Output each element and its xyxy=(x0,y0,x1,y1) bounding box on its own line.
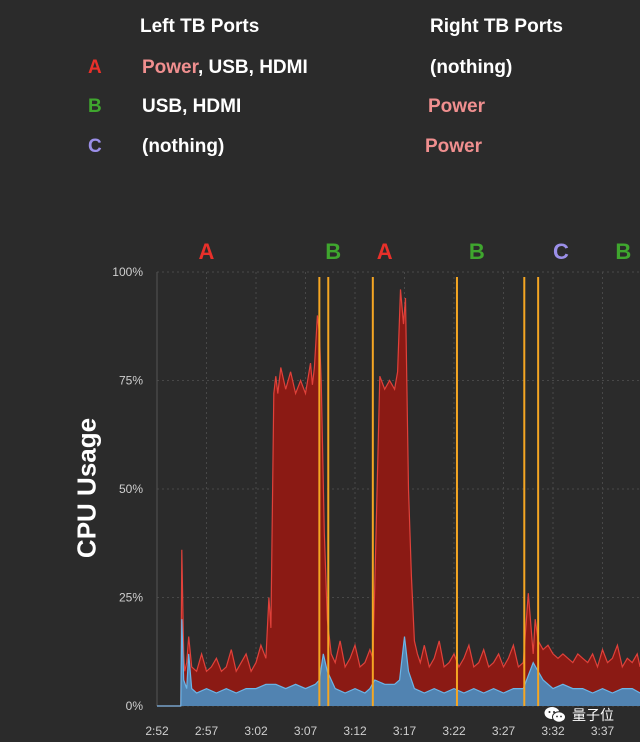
series-area-base xyxy=(157,619,640,706)
x-tick-label: 3:17 xyxy=(393,724,417,738)
y-tick-label: 75% xyxy=(119,374,143,388)
ports-row-c: C (nothing) Power xyxy=(0,136,640,164)
x-tick-label: 3:07 xyxy=(294,724,318,738)
y-tick-label: 50% xyxy=(119,482,143,496)
y-tick-label: 0% xyxy=(126,699,144,713)
wechat-icon xyxy=(544,707,566,723)
watermark: 量子位 xyxy=(544,703,614,727)
power-label: Power xyxy=(142,57,198,78)
series-line-base xyxy=(157,619,640,707)
left-ports-value: (nothing) xyxy=(142,136,225,157)
ports-row-b: B USB, HDMI Power xyxy=(0,96,640,124)
x-tick-label: 2:57 xyxy=(195,724,219,738)
phase-label: B xyxy=(469,239,485,264)
row-letter: A xyxy=(88,57,102,78)
left-ports-rest: , USB, HDMI xyxy=(197,57,308,78)
x-tick-label: 3:27 xyxy=(492,724,516,738)
x-tick-label: 2:52 xyxy=(145,724,169,738)
y-tick-label: 100% xyxy=(112,265,143,279)
row-letter: B xyxy=(88,96,102,117)
series-line-total xyxy=(157,289,640,707)
phase-label: A xyxy=(377,239,393,264)
right-ports-header: Right TB Ports xyxy=(430,16,563,37)
row-letter: C xyxy=(88,136,102,157)
phase-label: A xyxy=(199,239,215,264)
right-ports-value: (nothing) xyxy=(430,57,513,78)
left-ports-header: Left TB Ports xyxy=(140,16,260,37)
phase-label: B xyxy=(325,239,341,264)
x-axis-ticks: 2:52 2:57 3:02 3:07 3:12 3:17 3:22 3:27 3:32 3:37 xyxy=(145,724,614,738)
y-axis-ticks: 0% 25% 50% 75% 100% xyxy=(112,265,143,713)
ports-table: Left TB Ports Right TB Ports A Power, US… xyxy=(0,0,640,190)
chart-markers xyxy=(318,277,540,706)
x-tick-label: 3:37 xyxy=(591,724,615,738)
x-tick-label: 3:02 xyxy=(244,724,268,738)
chart-areas xyxy=(157,289,640,707)
right-ports-value: Power xyxy=(425,136,483,157)
x-tick-label: 3:22 xyxy=(442,724,466,738)
x-tick-label: 3:32 xyxy=(541,724,565,738)
x-tick-label: 3:12 xyxy=(343,724,367,738)
left-ports-value: USB, HDMI xyxy=(142,96,242,117)
right-ports-value: Power xyxy=(428,96,486,117)
y-tick-label: 25% xyxy=(119,591,143,605)
phase-label: B xyxy=(615,239,631,264)
ports-row-a: A Power, USB, HDMI (nothing) xyxy=(0,57,640,85)
phase-label: C xyxy=(553,239,569,264)
y-axis-label: CPU Usage xyxy=(71,417,102,559)
left-ports-value: Power, USB, HDMI xyxy=(142,57,308,79)
watermark-text: 量子位 xyxy=(572,708,614,724)
